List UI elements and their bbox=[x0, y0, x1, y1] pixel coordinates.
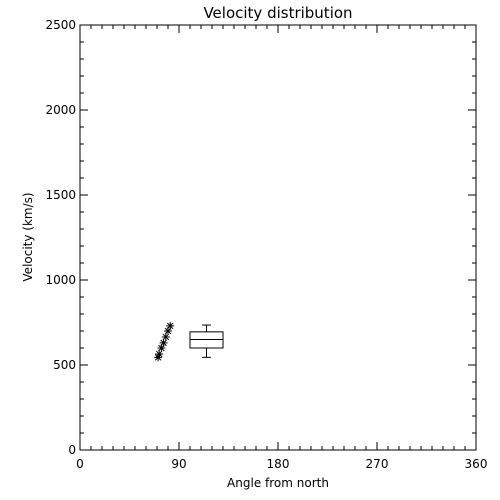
axis-ticks bbox=[79, 24, 477, 451]
y-tick-label: 0 bbox=[68, 443, 76, 457]
data-point bbox=[159, 338, 168, 347]
data-point bbox=[164, 327, 172, 335]
x-axis-label: Angle from north bbox=[227, 476, 329, 490]
y-tick-labels: 0 500 1000 1500 2000 2500 bbox=[45, 18, 76, 457]
x-tick-label: 270 bbox=[366, 457, 389, 471]
y-axis-label: Velocity (km/s) bbox=[21, 192, 35, 281]
data-point bbox=[155, 349, 164, 358]
x-tick-label: 0 bbox=[76, 457, 84, 471]
data-point bbox=[166, 321, 175, 330]
x-tick-label: 180 bbox=[267, 457, 290, 471]
chart-title: Velocity distribution bbox=[203, 4, 352, 22]
data-point bbox=[157, 344, 166, 352]
y-tick-label: 2500 bbox=[45, 18, 76, 32]
x-tick-labels: 0 90 180 270 360 bbox=[76, 457, 487, 471]
y-tick-label: 2000 bbox=[45, 103, 76, 117]
plot-frame bbox=[79, 24, 477, 451]
x-tick-label: 360 bbox=[465, 457, 488, 471]
data-point bbox=[154, 353, 163, 362]
y-tick-label: 1500 bbox=[45, 188, 76, 202]
x-tick-label: 90 bbox=[171, 457, 186, 471]
data-point bbox=[161, 332, 170, 341]
velocity-boxplot bbox=[189, 324, 224, 358]
y-tick-label: 1000 bbox=[45, 273, 76, 287]
y-tick-label: 500 bbox=[53, 358, 76, 372]
data-points bbox=[154, 321, 175, 362]
